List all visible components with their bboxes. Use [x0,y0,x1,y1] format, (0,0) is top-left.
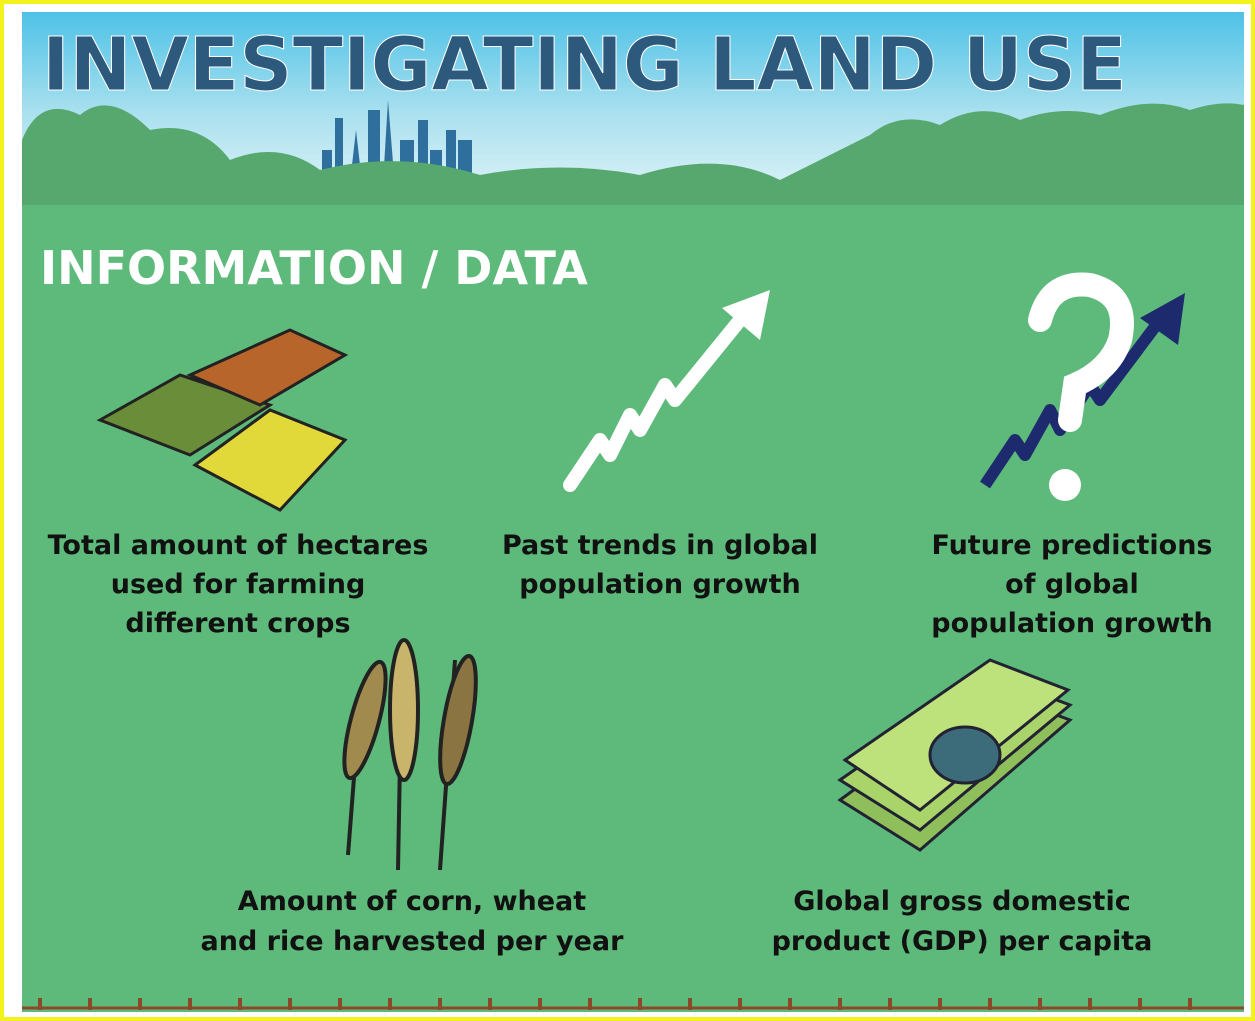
prediction-icon-part [1049,469,1081,501]
caption-line: used for farming [111,569,366,600]
caption-line: Past trends in global [502,530,818,561]
caption-line: of global [1005,569,1139,600]
caption-line: Global gross domestic [793,886,1130,917]
caption-line: different crops [125,608,350,639]
title: INVESTIGATING LAND USE [42,22,1127,108]
caption-line: Future predictions [931,530,1212,561]
caption-line: population growth [931,608,1213,639]
caption-line: and rice harvested per year [201,926,625,957]
infographic: INVESTIGATING LAND USE INFORMATION / DAT… [0,0,1255,1021]
field-edge [22,205,1244,235]
page-body: INVESTIGATING LAND USE INFORMATION / DAT… [0,0,1255,1021]
caption-line: Total amount of hectares [48,530,429,561]
caption-line: population growth [519,569,801,600]
wheat-icon-part [390,640,418,780]
caption-line: product (GDP) per capita [772,926,1153,957]
money-icon-part [930,727,1000,783]
section-title: INFORMATION / DATA [40,241,588,295]
caption-line: Amount of corn, wheat [238,886,586,917]
page: Investigating Land Use {"header": {"titl… [0,0,1255,1021]
